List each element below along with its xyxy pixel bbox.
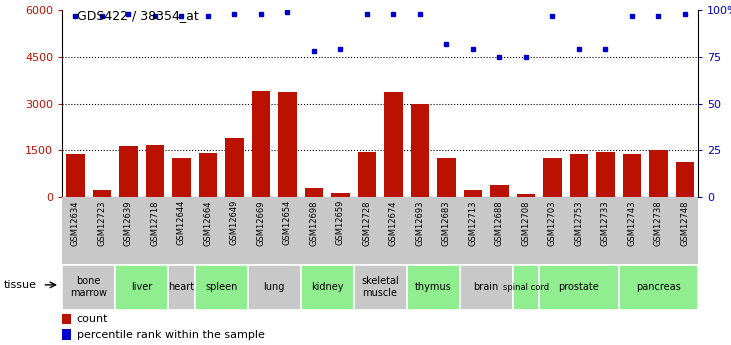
- Text: GSM12738: GSM12738: [654, 200, 663, 246]
- Bar: [93, 189, 111, 197]
- Bar: [623, 154, 641, 197]
- Text: spleen: spleen: [205, 282, 238, 292]
- Text: GSM12753: GSM12753: [575, 200, 583, 246]
- Bar: [278, 92, 297, 197]
- Bar: [460, 265, 512, 309]
- Bar: [331, 193, 349, 197]
- Text: GSM12644: GSM12644: [177, 200, 186, 245]
- Text: GSM12698: GSM12698: [309, 200, 319, 246]
- Text: GSM12654: GSM12654: [283, 200, 292, 245]
- Text: GSM12639: GSM12639: [124, 200, 133, 246]
- Bar: [463, 190, 482, 197]
- Text: GSM12669: GSM12669: [257, 200, 265, 246]
- Text: GSM12664: GSM12664: [203, 200, 213, 246]
- Text: skeletal
muscle: skeletal muscle: [361, 276, 399, 298]
- Bar: [596, 152, 615, 197]
- Bar: [62, 314, 72, 324]
- Text: GSM12688: GSM12688: [495, 200, 504, 246]
- Bar: [62, 265, 115, 309]
- Bar: [305, 188, 323, 197]
- Bar: [62, 329, 72, 340]
- Text: spinal cord: spinal cord: [503, 283, 549, 292]
- Bar: [675, 162, 694, 197]
- Bar: [66, 154, 85, 197]
- Text: thymus: thymus: [414, 282, 452, 292]
- Bar: [248, 265, 300, 309]
- Text: GSM12713: GSM12713: [469, 200, 477, 246]
- Bar: [543, 158, 561, 197]
- Text: brain: brain: [474, 282, 499, 292]
- Text: liver: liver: [131, 282, 152, 292]
- Text: GSM12718: GSM12718: [151, 200, 159, 246]
- Text: heart: heart: [168, 282, 194, 292]
- Text: GSM12708: GSM12708: [521, 200, 531, 246]
- Bar: [225, 138, 243, 197]
- Text: GSM12733: GSM12733: [601, 200, 610, 246]
- Bar: [649, 150, 667, 197]
- Text: GSM12634: GSM12634: [71, 200, 80, 246]
- Bar: [569, 154, 588, 197]
- Bar: [357, 152, 376, 197]
- Text: GSM12703: GSM12703: [548, 200, 557, 246]
- Bar: [411, 104, 429, 197]
- Text: kidney: kidney: [311, 282, 344, 292]
- Bar: [300, 265, 354, 309]
- Bar: [168, 265, 194, 309]
- Text: GSM12649: GSM12649: [230, 200, 239, 245]
- Text: GDS422 / 38354_at: GDS422 / 38354_at: [77, 9, 199, 22]
- Bar: [490, 185, 509, 197]
- Text: GSM12743: GSM12743: [627, 200, 637, 246]
- Bar: [172, 158, 191, 197]
- Bar: [145, 146, 164, 197]
- Bar: [437, 158, 455, 197]
- Bar: [119, 146, 137, 197]
- Bar: [354, 265, 406, 309]
- Text: GSM12683: GSM12683: [442, 200, 451, 246]
- Text: GSM12674: GSM12674: [389, 200, 398, 246]
- Text: lung: lung: [263, 282, 285, 292]
- Bar: [384, 92, 403, 197]
- Bar: [199, 153, 217, 197]
- Text: percentile rank within the sample: percentile rank within the sample: [77, 330, 265, 340]
- Bar: [512, 265, 539, 309]
- Bar: [194, 265, 248, 309]
- Text: tissue: tissue: [4, 280, 37, 290]
- Bar: [115, 265, 168, 309]
- Text: GSM12693: GSM12693: [415, 200, 425, 246]
- Text: GSM12748: GSM12748: [681, 200, 689, 246]
- Bar: [618, 265, 698, 309]
- Text: GSM12659: GSM12659: [336, 200, 345, 245]
- Text: count: count: [77, 314, 108, 324]
- Text: bone
marrow: bone marrow: [70, 276, 107, 298]
- Text: GSM12723: GSM12723: [97, 200, 107, 246]
- Text: GSM12728: GSM12728: [363, 200, 371, 246]
- Text: prostate: prostate: [558, 282, 599, 292]
- Bar: [251, 91, 270, 197]
- Bar: [539, 265, 618, 309]
- Bar: [517, 194, 535, 197]
- Text: pancreas: pancreas: [636, 282, 681, 292]
- Bar: [406, 265, 460, 309]
